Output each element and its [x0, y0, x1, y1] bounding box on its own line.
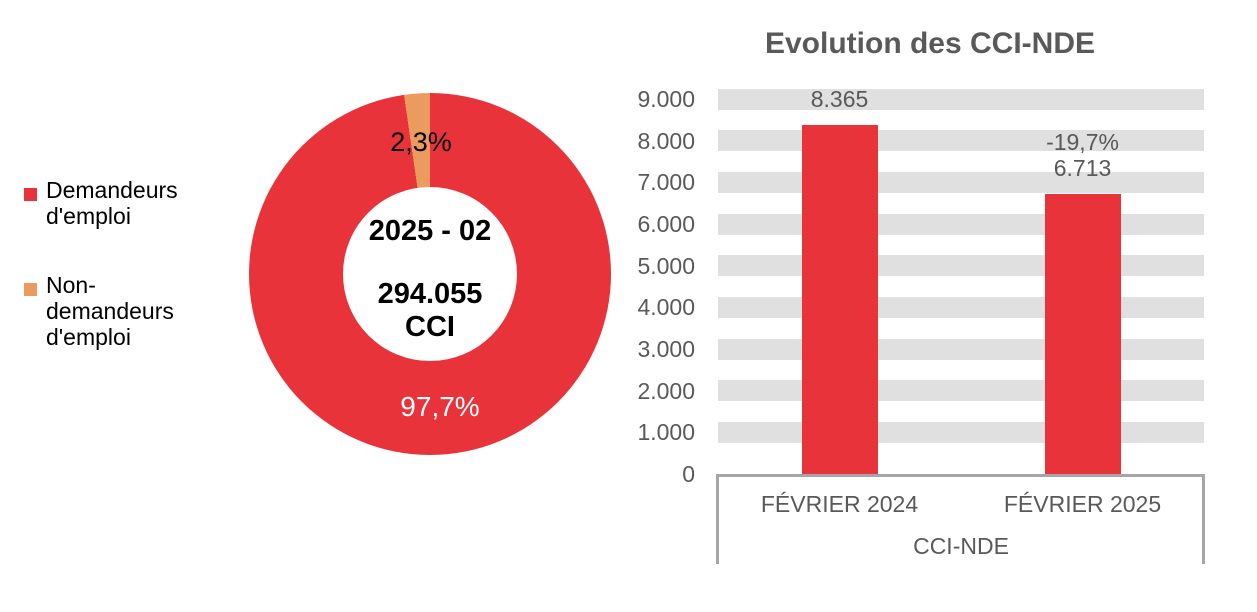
bar-value-labels-f-vrier-2025: -19,7% 6.713 [1003, 129, 1163, 181]
legend-label-demandeurs: Demandeurs d'emploi [46, 177, 178, 229]
donut-total-value: 294.055 [377, 278, 483, 310]
bar-chart-title: Evolution des CCI-NDE [764, 27, 1095, 60]
y-axis-tick-label: 6.000 [637, 211, 695, 237]
axis-group-label: CCI-NDE [913, 533, 1009, 559]
y-axis-tick-label: 2.000 [637, 377, 695, 404]
category-axis-box [716, 474, 1205, 564]
y-axis-tick-label: 1.000 [637, 419, 695, 446]
grid-band [718, 380, 1204, 402]
bar-value-label: 6.713 [1053, 155, 1112, 182]
grid-band [718, 255, 1204, 277]
donut-period-label: 2025 - 02 [368, 215, 492, 247]
y-axis-tick-label: 7.000 [637, 169, 695, 196]
y-axis-tick-label: 5.000 [637, 252, 695, 279]
legend-item-non-demandeurs: Non- demandeurs d'emploi [24, 272, 174, 350]
x-category-label-f-vrier-2024: FÉVRIER 2024 [760, 491, 919, 517]
legend-swatch-demandeurs-icon [24, 188, 37, 201]
x-category-label-f-vrier-2025: FÉVRIER 2025 [1003, 491, 1162, 517]
bar-value-label: -19,7% [1046, 129, 1119, 156]
y-axis-tick-label: 4.000 [637, 294, 695, 321]
bar-value-labels-f-vrier-2024: 8.365 [760, 86, 920, 112]
legend-swatch-non-demandeurs-icon [24, 283, 37, 296]
y-axis-tick-label: 3.000 [637, 336, 695, 362]
legend-label-line: demandeurs [46, 298, 174, 324]
grid-band [718, 421, 1204, 443]
grid-band [718, 296, 1204, 318]
y-axis-tick-label: 0 [682, 461, 695, 487]
bar-value-label: 8.365 [810, 86, 869, 113]
donut-unit-label: CCI [405, 311, 455, 343]
bar-f-vrier-2025 [1044, 194, 1121, 474]
y-axis-tick-label: 9.000 [637, 86, 695, 112]
legend-label-line: Demandeurs [46, 177, 178, 203]
slice-label-non-demandeurs: 2,3% [390, 127, 452, 157]
grid-band [718, 88, 1204, 110]
donut-hole [343, 187, 517, 361]
grid-band [718, 213, 1204, 235]
slice-label-demandeurs: 97,7% [400, 391, 480, 422]
donut-center-text: 2025 - 02 294.055 CCI [320, 215, 540, 344]
legend-item-demandeurs: Demandeurs d'emploi [24, 177, 178, 229]
legend-label-line: d'emploi [46, 324, 131, 350]
legend-label-line: d'emploi [46, 203, 131, 229]
legend-label-non-demandeurs: Non- demandeurs d'emploi [46, 272, 174, 350]
grid-band [718, 338, 1204, 360]
y-axis-tick-label: 8.000 [637, 127, 695, 154]
legend-label-line: Non- [46, 272, 96, 298]
bar-f-vrier-2024 [801, 125, 878, 474]
